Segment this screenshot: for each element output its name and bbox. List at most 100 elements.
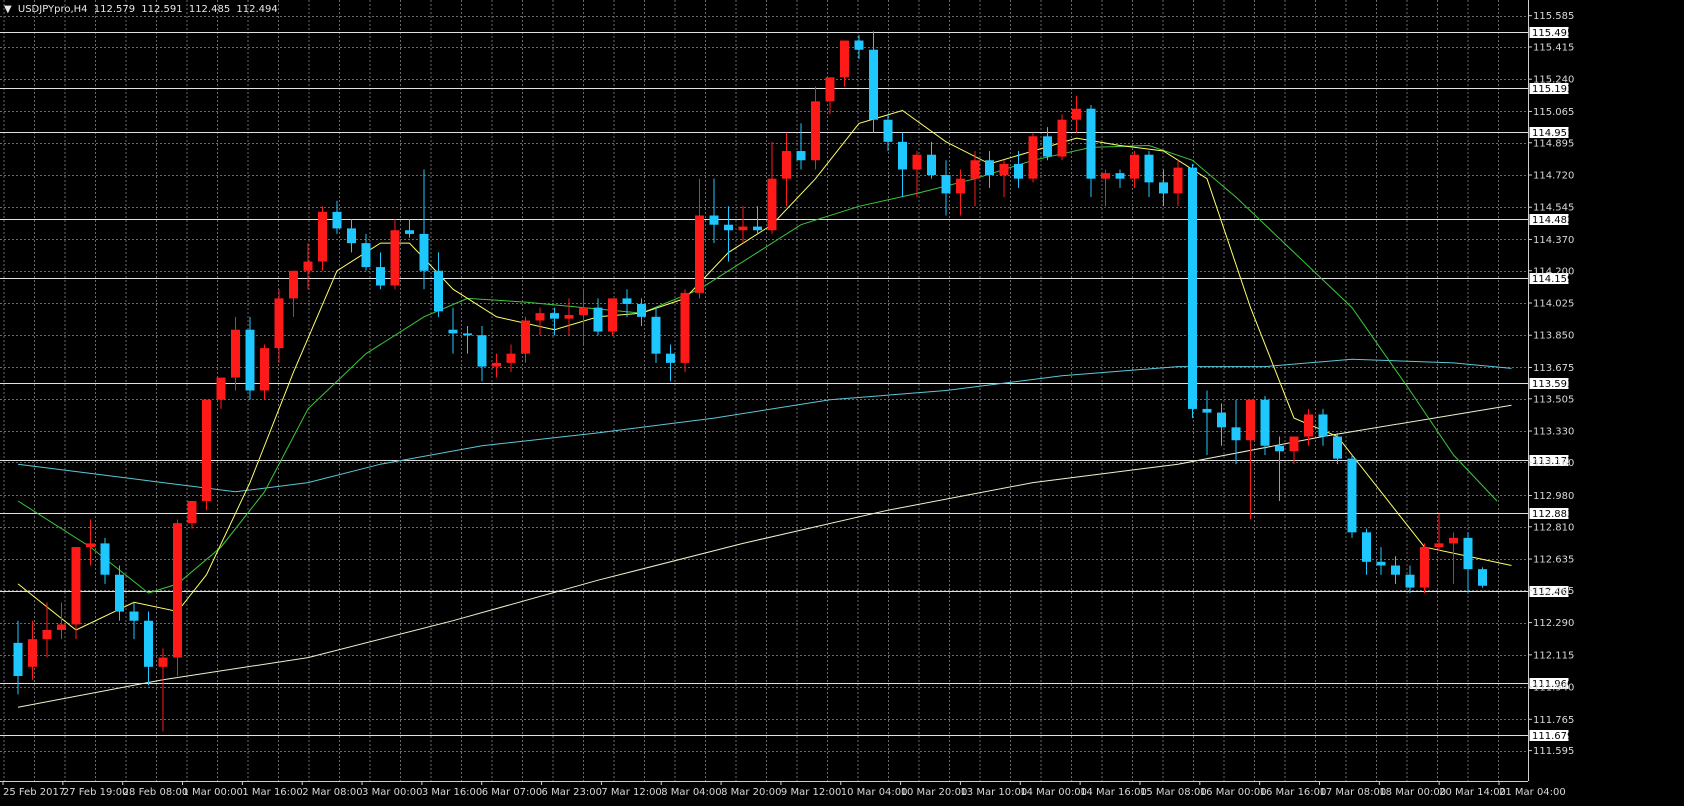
candle[interactable]: [1434, 513, 1444, 551]
candle[interactable]: [1463, 532, 1473, 594]
candle[interactable]: [434, 252, 443, 317]
candle[interactable]: [1289, 436, 1299, 465]
candle[interactable]: [1188, 163, 1197, 419]
candle[interactable]: [1173, 160, 1183, 207]
candle[interactable]: [448, 307, 458, 354]
candle[interactable]: [1347, 454, 1357, 538]
candle[interactable]: [1014, 151, 1023, 188]
candle[interactable]: [216, 377, 226, 409]
candle[interactable]: [1202, 390, 1212, 455]
candle[interactable]: [912, 151, 922, 198]
candle[interactable]: [231, 316, 240, 391]
candle[interactable]: [86, 519, 95, 566]
candle[interactable]: [1304, 408, 1313, 446]
candle[interactable]: [1376, 547, 1386, 575]
candle[interactable]: [1101, 169, 1110, 207]
candle[interactable]: [535, 307, 545, 336]
candle[interactable]: [854, 34, 864, 59]
candle[interactable]: [1362, 528, 1371, 575]
candle[interactable]: [1130, 151, 1139, 188]
candle[interactable]: [622, 289, 632, 317]
candle[interactable]: [289, 270, 298, 317]
candle[interactable]: [1449, 532, 1458, 584]
candle[interactable]: [1391, 556, 1400, 584]
candle[interactable]: [941, 160, 951, 216]
candle[interactable]: [1144, 151, 1154, 198]
candle[interactable]: [985, 151, 994, 188]
candle[interactable]: [579, 289, 588, 345]
candle[interactable]: [28, 620, 37, 680]
candle[interactable]: [521, 316, 530, 363]
candle[interactable]: [463, 326, 472, 354]
candle[interactable]: [1260, 396, 1270, 455]
candle[interactable]: [332, 200, 342, 234]
candle[interactable]: [869, 31, 878, 133]
candle[interactable]: [100, 537, 110, 584]
candle[interactable]: [1217, 403, 1226, 446]
candle[interactable]: [57, 602, 66, 640]
candle[interactable]: [477, 326, 487, 382]
candle[interactable]: [173, 519, 182, 677]
candle[interactable]: [1028, 132, 1038, 183]
candle[interactable]: [202, 399, 211, 511]
candle[interactable]: [303, 243, 313, 290]
candle[interactable]: [158, 648, 168, 732]
candle[interactable]: [695, 178, 704, 299]
candle[interactable]: [13, 620, 23, 695]
candle[interactable]: [637, 298, 646, 327]
candle[interactable]: [1057, 114, 1067, 161]
candle[interactable]: [608, 298, 617, 336]
candle[interactable]: [709, 178, 719, 244]
candle[interactable]: [1246, 399, 1255, 520]
candle[interactable]: [738, 206, 748, 244]
candle[interactable]: [506, 344, 516, 373]
candle[interactable]: [782, 132, 791, 207]
candle[interactable]: [1043, 127, 1052, 161]
candle[interactable]: [419, 169, 429, 290]
candle[interactable]: [550, 307, 559, 336]
candle[interactable]: [680, 289, 690, 373]
candle[interactable]: [1318, 408, 1328, 446]
candle[interactable]: [1159, 169, 1168, 207]
candle[interactable]: [593, 298, 603, 336]
candle[interactable]: [260, 344, 269, 400]
candle[interactable]: [115, 565, 124, 621]
candle[interactable]: [927, 141, 936, 179]
candle[interactable]: [1333, 432, 1342, 465]
candle[interactable]: [144, 611, 153, 686]
candle[interactable]: [767, 141, 777, 234]
candle[interactable]: [956, 169, 965, 216]
candle[interactable]: [347, 219, 356, 253]
candle[interactable]: [840, 40, 849, 87]
candle[interactable]: [666, 344, 675, 382]
candle[interactable]: [1405, 565, 1415, 594]
candle[interactable]: [318, 206, 327, 271]
candle[interactable]: [492, 353, 501, 378]
candle[interactable]: [71, 547, 81, 640]
candle[interactable]: [187, 501, 197, 529]
candle[interactable]: [1420, 543, 1429, 594]
candle[interactable]: [970, 151, 980, 207]
candle[interactable]: [1231, 399, 1241, 465]
candle[interactable]: [129, 602, 139, 640]
candle[interactable]: [390, 219, 400, 290]
candle[interactable]: [898, 132, 907, 198]
candle[interactable]: [405, 219, 414, 238]
candle[interactable]: [999, 160, 1009, 198]
candle[interactable]: [361, 233, 371, 271]
candle[interactable]: [1072, 95, 1081, 133]
candle[interactable]: [564, 298, 574, 336]
candle[interactable]: [753, 206, 762, 234]
candle[interactable]: [245, 316, 255, 400]
candle[interactable]: [1115, 169, 1125, 188]
candle[interactable]: [883, 114, 893, 152]
candle[interactable]: [376, 252, 385, 290]
dropdown-arrow-icon[interactable]: ▼: [4, 4, 12, 15]
candle[interactable]: [1478, 567, 1487, 588]
candle[interactable]: [651, 307, 661, 363]
candle[interactable]: [42, 602, 52, 658]
candle[interactable]: [724, 206, 733, 262]
candle[interactable]: [274, 289, 284, 363]
candle[interactable]: [796, 123, 806, 170]
